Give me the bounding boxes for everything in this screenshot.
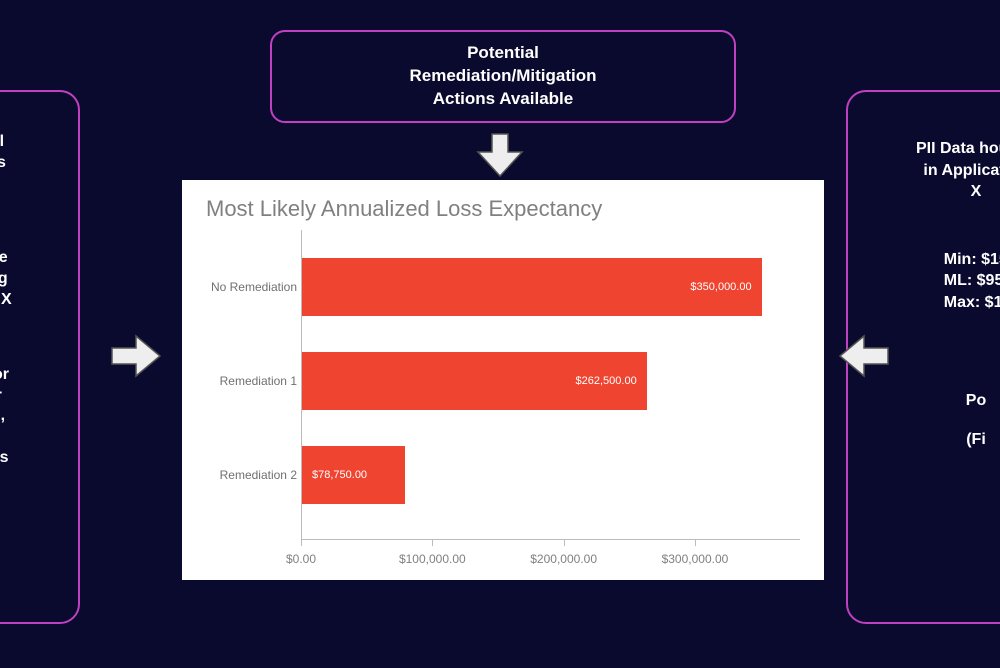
bar-row: Remediation 1$262,500.00 bbox=[302, 352, 647, 410]
bar: $350,000.00 bbox=[302, 258, 762, 316]
left-group-3: les for nilar acks, OC ctions bbox=[0, 365, 9, 469]
top-box-line2: Remediation/Mitigation bbox=[410, 65, 597, 88]
left-g3-l3: acks, bbox=[0, 406, 9, 427]
left-group-1: ernal ckers bbox=[0, 132, 6, 174]
left-g3-l4: OC bbox=[0, 427, 9, 448]
bar-row: No Remediation$350,000.00 bbox=[302, 258, 762, 316]
x-axis: $0.00$100,000.00$200,000.00$300,000.00 bbox=[301, 544, 800, 572]
bar-category-label: Remediation 1 bbox=[202, 374, 297, 388]
left-g1-l2: ckers bbox=[0, 153, 6, 174]
plot-area: No Remediation$350,000.00 Remediation 1$2… bbox=[301, 230, 800, 540]
potential-remediation-box: Potential Remediation/Mitigation Actions… bbox=[270, 30, 736, 123]
chart-title: Most Likely Annualized Loss Expectancy bbox=[206, 196, 800, 222]
left-inputs-box: ernal ckers E in eware orting ation X le… bbox=[0, 90, 80, 624]
top-box-line3: Actions Available bbox=[433, 88, 573, 111]
arrow-left-icon bbox=[836, 330, 892, 382]
x-tick-line bbox=[432, 540, 433, 546]
arrow-right-icon bbox=[108, 330, 164, 382]
right-g1-l2: in Application bbox=[916, 160, 1000, 182]
x-tick-label: $200,000.00 bbox=[530, 552, 597, 566]
left-g1-l1: ernal bbox=[0, 132, 6, 153]
x-tick-label: $100,000.00 bbox=[399, 552, 466, 566]
left-g2-l1: E in bbox=[0, 228, 12, 249]
x-tick-label: $0.00 bbox=[286, 552, 316, 566]
stat-min: Min: $150K bbox=[944, 249, 1000, 271]
bar: $78,750.00 bbox=[302, 446, 405, 504]
loss-expectancy-chart: Most Likely Annualized Loss Expectancy N… bbox=[182, 180, 824, 580]
bar-category-label: Remediation 2 bbox=[202, 468, 297, 482]
x-tick-line bbox=[695, 540, 696, 546]
right-group-3: Po (Fi bbox=[966, 390, 986, 451]
left-g3-l5: ctions bbox=[0, 448, 9, 469]
bar: $262,500.00 bbox=[302, 352, 647, 410]
right-stats: Min: $150K ML: $950K Max: $10M bbox=[944, 249, 1000, 314]
bar-row: Remediation 2$78,750.00 bbox=[302, 446, 405, 504]
stat-max: Max: $10M bbox=[944, 292, 1000, 314]
stat-ml: ML: $950K bbox=[944, 270, 1000, 292]
right-g3-l1: Po bbox=[966, 390, 986, 412]
x-tick-line bbox=[301, 540, 302, 546]
left-g2-l4: ation X bbox=[0, 290, 12, 311]
right-g1-l1: PII Data housed bbox=[916, 138, 1000, 160]
right-group-1: PII Data housed in Application X bbox=[916, 138, 1000, 203]
top-box-line1: Potential bbox=[467, 42, 539, 65]
x-tick-line bbox=[564, 540, 565, 546]
left-g2-l3: orting bbox=[0, 269, 12, 290]
arrow-down-icon bbox=[470, 132, 530, 178]
right-g1-l3: X bbox=[916, 181, 1000, 203]
left-g3-l1: les for bbox=[0, 365, 9, 386]
x-tick-label: $300,000.00 bbox=[662, 552, 729, 566]
left-group-2: E in eware orting ation X bbox=[0, 228, 12, 311]
left-g2-l2: eware bbox=[0, 248, 12, 269]
bar-category-label: No Remediation bbox=[202, 280, 297, 294]
right-g3-l2: (Fi bbox=[966, 429, 986, 451]
left-g3-l2: nilar bbox=[0, 386, 9, 407]
